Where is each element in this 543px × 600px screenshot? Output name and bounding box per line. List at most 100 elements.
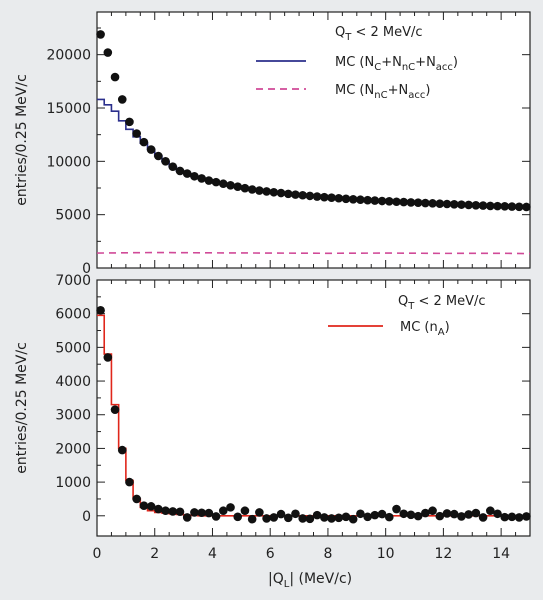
bottom-data-point [478, 513, 488, 522]
bottom-data-point [399, 509, 409, 519]
top-data-point [175, 166, 185, 176]
bottom-data-point [298, 514, 307, 523]
top-data-point [457, 200, 466, 209]
top-data-point [514, 202, 524, 212]
bottom-data-point [413, 511, 423, 521]
bottom-y-tick-label: 0 [82, 509, 91, 525]
top-data-point [370, 196, 380, 205]
bottom-data-point [449, 509, 459, 519]
top-mc-dashed-series [96, 251, 531, 255]
bottom-data-point [247, 514, 257, 524]
bottom-data-point [276, 509, 286, 519]
top-data-point [262, 187, 271, 196]
x-tick-label: 8 [323, 546, 332, 562]
bottom-data-point [392, 504, 401, 514]
bottom-data-point [363, 512, 372, 522]
bottom-data-point [334, 513, 344, 523]
bottom-data-point [168, 507, 178, 516]
top-data-point [154, 151, 163, 161]
bottom-data-point [204, 508, 214, 518]
bottom-data-point [190, 508, 199, 517]
top-data-point [312, 192, 322, 201]
top-data-point [377, 196, 387, 206]
top-data-point [132, 129, 141, 138]
top-data-point [428, 199, 437, 208]
bottom-data-point [312, 510, 322, 520]
bottom-data-point [146, 502, 156, 511]
top-data-point [255, 186, 264, 195]
top-data-point [96, 30, 105, 39]
top-y-axis-title: entries/0.25 MeV/c [14, 74, 30, 206]
top-panel: 0 5000 10000 15000 20000 entries/0.25 MeV/c QT… [14, 12, 531, 277]
bottom-data-point [320, 513, 329, 522]
x-tick-label: 0 [93, 546, 102, 562]
top-data-point [276, 188, 286, 198]
top-data-point [327, 193, 336, 203]
top-data-point [413, 198, 423, 208]
top-data-point [406, 198, 416, 207]
top-data-point [204, 176, 214, 185]
bottom-data-point [139, 501, 149, 510]
bottom-data-point [197, 508, 206, 518]
top-data-point [139, 137, 149, 147]
top-data-point [168, 162, 178, 171]
bottom-data-point [154, 504, 163, 514]
top-data-point [471, 200, 481, 210]
top-data-point [384, 197, 394, 206]
bottom-data-point [421, 508, 430, 518]
top-data-point [500, 202, 510, 211]
bottom-data-point [384, 512, 394, 522]
legend-label-mc-na: MC (nA) [400, 320, 450, 338]
bottom-data-point [356, 509, 365, 519]
bottom-y-tick-label: 6000 [55, 307, 91, 323]
bottom-plot-frame [96, 279, 531, 537]
x-tick-label: 2 [150, 546, 159, 562]
top-data-point [283, 189, 293, 199]
bottom-data-point [211, 512, 221, 521]
bottom-data-point [182, 513, 192, 522]
top-y-tick-label: 0 [82, 261, 91, 277]
top-data-point [522, 202, 531, 212]
top-data-point [507, 202, 517, 211]
top-data-point [298, 190, 307, 200]
top-y-tick-label: 20000 [46, 48, 91, 64]
top-data-point [211, 177, 221, 187]
top-data-point [117, 95, 127, 104]
top-data-point [146, 145, 156, 154]
top-data-point [247, 185, 257, 194]
bottom-data-point [255, 508, 264, 517]
top-data-point [190, 171, 199, 181]
bottom-data-point [110, 405, 120, 414]
bottom-data-point [514, 513, 524, 522]
bottom-data-point [305, 514, 315, 524]
top-data-point [233, 182, 243, 192]
bottom-data-point [522, 512, 531, 521]
bottom-y-tick-label: 2000 [55, 441, 91, 457]
top-data-point [421, 198, 430, 208]
top-y-tick-label: 10000 [46, 154, 91, 170]
top-data-point [269, 187, 279, 197]
x-axis-title: |QL| (MeV/c) [268, 571, 352, 590]
x-tick-label: 12 [434, 546, 452, 562]
bottom-data-point [161, 506, 170, 516]
bottom-data-point [125, 477, 134, 487]
bottom-y-tick-label: 5000 [55, 340, 91, 356]
bottom-y-tick-label: 7000 [55, 273, 91, 289]
bottom-data-point [500, 512, 510, 522]
bottom-data-point [233, 512, 243, 522]
bottom-data-point [457, 512, 466, 521]
x-tick-label: 10 [377, 546, 395, 562]
bottom-data-point [428, 506, 437, 516]
top-data-point [348, 195, 358, 204]
bottom-data-point [327, 514, 336, 523]
top-data-point [478, 201, 488, 210]
top-data-point [356, 195, 365, 205]
bottom-data-point [493, 509, 502, 519]
top-data-point [486, 201, 495, 211]
bottom-panel: 0 1000 2000 3000 4000 5000 6000 7000 entries/0.2… [14, 273, 531, 590]
bottom-data-point [507, 512, 517, 522]
top-data-point [305, 191, 315, 201]
top-data-point [334, 193, 344, 203]
bottom-data-point [103, 353, 113, 362]
bottom-data-point [262, 514, 271, 523]
